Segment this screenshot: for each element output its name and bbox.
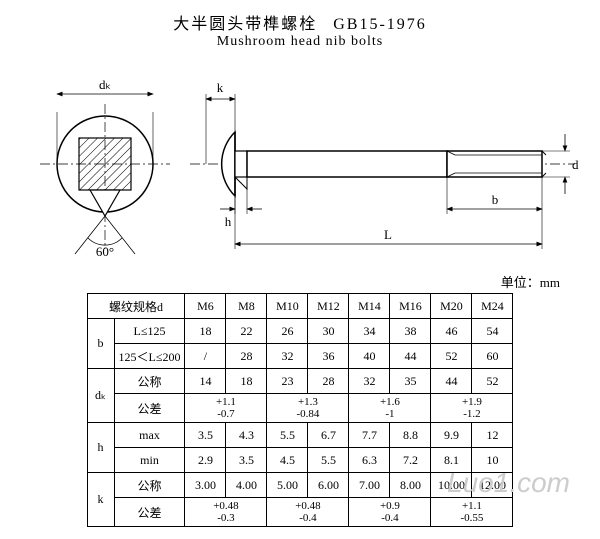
- title-en: Mushroom head nib bolts: [10, 34, 590, 50]
- angle-label: 60°: [96, 244, 114, 259]
- size-M8: M8: [226, 294, 267, 319]
- size-M10: M10: [267, 294, 308, 319]
- k-nominal-row: k 公称 3.00 4.00 5.00 6.00 7.00 8.00 10.00…: [87, 473, 513, 498]
- k-tol-row: 公差 +0.48-0.3 +0.48-0.4 +0.9-0.4 +1.1-0.5…: [87, 498, 513, 527]
- b-label: b: [492, 192, 499, 207]
- size-M16: M16: [390, 294, 431, 319]
- dk-tol-lbl: 公差: [114, 394, 185, 423]
- b-cond-2: 125＜L≤200: [114, 344, 185, 369]
- title-cn: 大半圆头带榫螺栓: [173, 16, 317, 33]
- k-tol-3: +1.1-0.55: [431, 498, 513, 527]
- title-block: 大半圆头带榫螺栓 GB15-1976 Mushroom head nib bol…: [10, 10, 590, 50]
- dk-label: dₖ: [87, 369, 114, 423]
- k-nominal-lbl: 公称: [114, 473, 185, 498]
- h-min-row: min 2.9 3.5 4.5 5.5 6.3 7.2 8.1 10: [87, 448, 513, 473]
- title-standard: GB15-1976: [333, 16, 427, 33]
- spec-table: 螺纹规格d M6 M8 M10 M12 M14 M16 M20 M24 b L≤…: [87, 293, 514, 527]
- h-label: h: [225, 214, 232, 229]
- dk-label: dₖ: [99, 77, 111, 92]
- size-M6: M6: [185, 294, 226, 319]
- h-max-row: h max 3.5 4.3 5.5 6.7 7.7 8.8 9.9 12: [87, 423, 513, 448]
- L-label: L: [384, 227, 392, 242]
- h-max-lbl: max: [114, 423, 185, 448]
- size-M12: M12: [308, 294, 349, 319]
- spec-header: 螺纹规格d: [87, 294, 185, 319]
- header-row: 螺纹规格d M6 M8 M10 M12 M14 M16 M20 M24: [87, 294, 513, 319]
- size-M20: M20: [431, 294, 472, 319]
- size-M14: M14: [349, 294, 390, 319]
- b-row-2: 125＜L≤200 / 28 32 36 40 44 52 60: [87, 344, 513, 369]
- b-cond-1: L≤125: [114, 319, 185, 344]
- b-label: b: [87, 319, 114, 369]
- dk-nominal-lbl: 公称: [114, 369, 185, 394]
- dk-nominal-row: dₖ 公称 14 18 23 28 32 35 44 52: [87, 369, 513, 394]
- k-tol-2: +0.9-0.4: [349, 498, 431, 527]
- size-M24: M24: [472, 294, 513, 319]
- dk-tol-0: +1.1-0.7: [185, 394, 267, 423]
- k-tol-lbl: 公差: [114, 498, 185, 527]
- dk-tol-3: +1.9-1.2: [431, 394, 513, 423]
- h-label: h: [87, 423, 114, 473]
- dk-tol-row: 公差 +1.1-0.7 +1.3-0.84 +1.6-1 +1.9-1.2: [87, 394, 513, 423]
- bolt-diagram: 60° dₖ k h d b L: [20, 54, 580, 264]
- b-row-1: b L≤125 18 22 26 30 34 38 46 54: [87, 319, 513, 344]
- dk-tol-1: +1.3-0.84: [267, 394, 349, 423]
- k-tol-0: +0.48-0.3: [185, 498, 267, 527]
- dk-tol-2: +1.6-1: [349, 394, 431, 423]
- k-tol-1: +0.48-0.4: [267, 498, 349, 527]
- k-label: k: [87, 473, 114, 527]
- h-min-lbl: min: [114, 448, 185, 473]
- d-label: d: [572, 157, 579, 172]
- title-line-1: 大半圆头带榫螺栓 GB15-1976: [10, 10, 590, 34]
- unit-label: 单位：mm: [10, 272, 590, 291]
- k-label: k: [217, 80, 224, 95]
